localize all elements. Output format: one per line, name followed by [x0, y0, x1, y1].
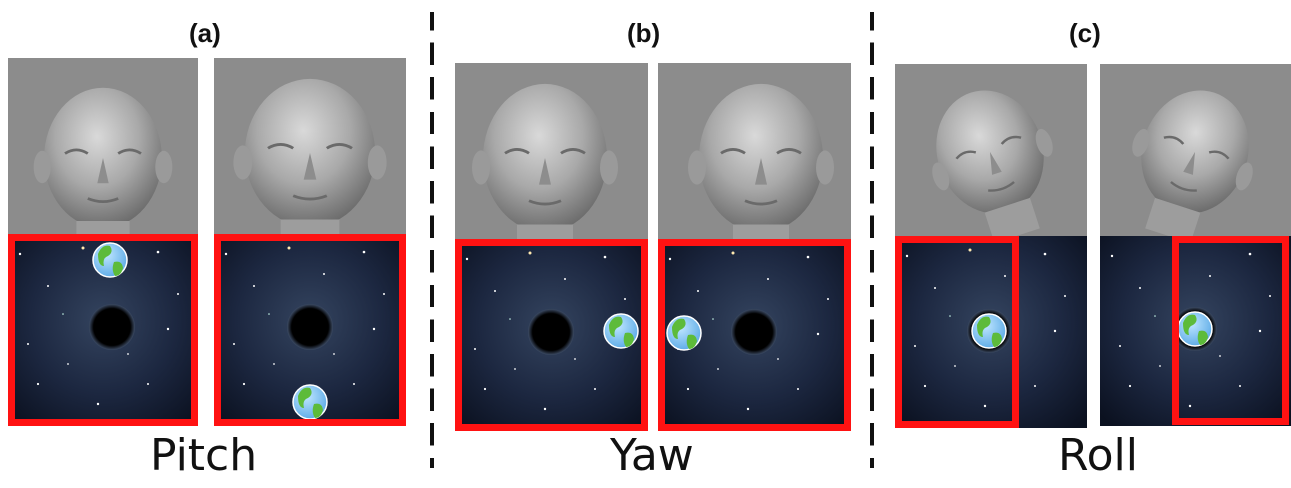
view-frame-yaw-right	[658, 239, 851, 431]
space-view-pitch-up	[8, 234, 198, 426]
motion-label-pitch: Pitch	[150, 430, 258, 481]
space-view-roll-left	[895, 236, 1087, 428]
view-frame-roll-right	[1172, 236, 1289, 425]
view-frame-yaw-left	[455, 239, 648, 431]
panel-label-c: (c)	[1069, 18, 1101, 48]
divider-right	[870, 12, 874, 468]
space-view-pitch-down	[214, 234, 406, 426]
head-image-roll-left	[895, 64, 1087, 238]
view-frame-pitch-down	[214, 234, 406, 426]
view-frame-pitch-up	[8, 234, 198, 426]
divider-left	[430, 12, 434, 468]
space-view-roll-right	[1100, 236, 1291, 426]
head-image-roll-right	[1100, 64, 1291, 238]
space-view-yaw-right	[658, 239, 851, 431]
head-image-pitch-up	[8, 58, 198, 234]
head-image-yaw-left	[455, 63, 648, 239]
head-image-yaw-right	[658, 63, 851, 239]
space-view-yaw-left	[455, 239, 648, 431]
motion-label-yaw: Yaw	[610, 430, 694, 481]
black-hole-icon	[89, 304, 135, 350]
view-frame-roll-left	[895, 236, 1019, 428]
panel-label-a: (a)	[189, 18, 221, 48]
motion-label-roll: Roll	[1058, 430, 1138, 481]
head-image-pitch-down	[214, 58, 406, 234]
panel-label-b: (b)	[627, 18, 661, 48]
